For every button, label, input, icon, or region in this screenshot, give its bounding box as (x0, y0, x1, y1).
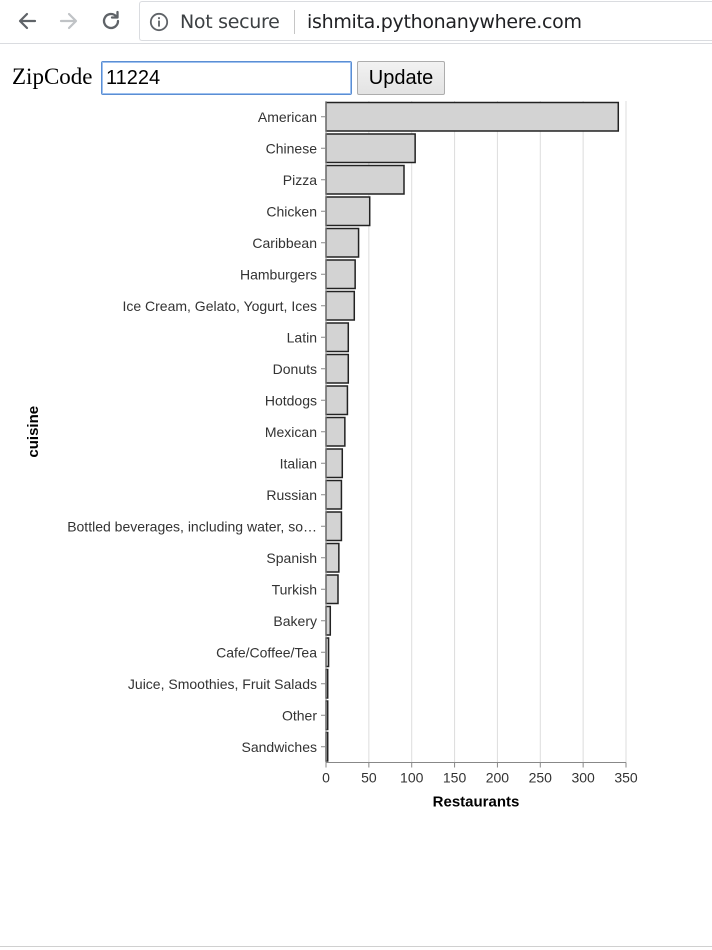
y-tick-label: Pizza (283, 172, 317, 188)
bar (325, 574, 339, 605)
bar (325, 353, 350, 384)
y-tick-label: Spanish (266, 550, 317, 566)
y-tick-label: Cafe/Coffee/Tea (216, 644, 317, 660)
y-axis-title: cuisine (25, 406, 42, 458)
y-tick-label: Hamburgers (240, 266, 317, 282)
reload-button[interactable] (96, 6, 126, 36)
x-tick-label: 200 (486, 770, 510, 786)
y-tick-label: Donuts (273, 361, 317, 377)
bar (325, 290, 356, 321)
address-bar[interactable]: Not secure ishmita.pythonanywhere.com (139, 1, 712, 41)
zipcode-label: ZipCode (12, 64, 93, 89)
forward-arrow-icon (59, 12, 78, 30)
y-tick-label: Chicken (266, 203, 317, 219)
y-tick-label: Bottled beverages, including water, so… (67, 518, 317, 534)
y-tick-label: Bakery (273, 613, 317, 629)
y-tick-label: Mexican (265, 424, 317, 440)
bar (325, 479, 343, 510)
forward-button[interactable] (54, 6, 84, 36)
bar (325, 133, 416, 164)
bar (325, 101, 620, 132)
url-text[interactable]: ishmita.pythonanywhere.com (307, 11, 582, 33)
bar (325, 542, 340, 573)
cuisine-bar-chart: American Chinese Pizza Chicken Caribbean Hamb… (25, 101, 638, 811)
y-tick-label: Russian (266, 487, 317, 503)
x-tick-label: 350 (614, 770, 638, 786)
bar (325, 385, 349, 416)
y-tick-label: Italian (280, 455, 317, 471)
x-tick-label: 300 (571, 770, 595, 786)
info-icon[interactable] (149, 12, 169, 32)
bar (325, 605, 332, 636)
bars (325, 101, 620, 762)
y-tick-label: Ice Cream, Gelato, Yogurt, Ices (122, 298, 317, 314)
y-tick-label: Chinese (266, 140, 318, 156)
x-axis-title: Restaurants (433, 794, 520, 811)
page-bottom-divider (0, 946, 712, 947)
bar (325, 322, 350, 353)
x-tick-label: 0 (322, 770, 330, 786)
bar (325, 164, 405, 195)
x-tick-label: 250 (529, 770, 553, 786)
y-tick-label: Latin (287, 329, 317, 345)
x-ticks: 0 50 100 150 200 250 300 350 (322, 762, 638, 786)
security-label[interactable]: Not secure (180, 11, 280, 33)
reload-icon (102, 10, 120, 30)
y-tick-label: Hotdogs (265, 392, 317, 408)
y-tick-label: Juice, Smoothies, Fruit Salads (128, 676, 317, 692)
bar (325, 416, 346, 447)
x-tick-label: 50 (361, 770, 377, 786)
zipcode-input[interactable] (101, 61, 352, 95)
back-arrow-icon (18, 12, 37, 30)
y-ticks: American Chinese Pizza Chicken Caribbean Hamb… (67, 109, 326, 755)
y-tick-label: Other (282, 707, 317, 723)
y-tick-label: American (258, 109, 317, 125)
x-tick-label: 150 (443, 770, 467, 786)
y-tick-label: Sandwiches (242, 739, 318, 755)
y-tick-label: Turkish (272, 581, 317, 597)
bar (325, 196, 371, 227)
grid-lines (368, 101, 627, 763)
update-button[interactable]: Update (357, 61, 445, 95)
browser-toolbar: Not secure ishmita.pythonanywhere.com (0, 0, 712, 44)
address-separator (294, 10, 295, 34)
bar (325, 448, 344, 479)
bar (325, 259, 356, 290)
bar (325, 227, 360, 258)
y-tick-label: Caribbean (252, 235, 317, 251)
x-tick-label: 100 (400, 770, 424, 786)
bar (325, 511, 343, 542)
back-button[interactable] (12, 6, 42, 36)
